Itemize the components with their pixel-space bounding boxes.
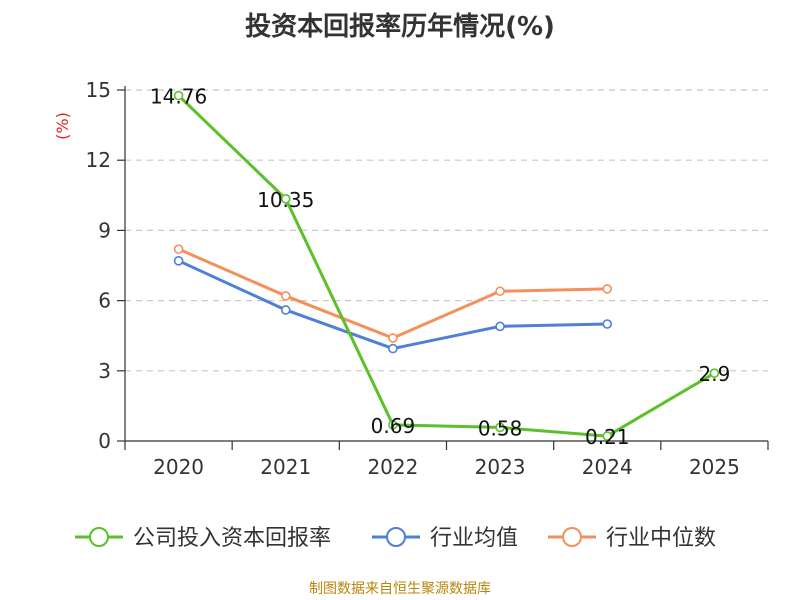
series-line — [177, 94, 716, 438]
data-labels: 14.76 10.35 0.69 0.58 0.21 2.9 — [150, 85, 730, 449]
x-tick-label: 2025 — [689, 455, 740, 479]
legend: 公司投入资本回报率 行业均值 行业中位数 — [75, 526, 716, 551]
data-label: 0.58 — [478, 416, 523, 440]
y-tick-label: 3 — [98, 359, 111, 383]
data-label: 0.21 — [585, 425, 630, 449]
legend-item[interactable]: 公司投入资本回报率 — [75, 526, 331, 551]
axes: 0 3 6 9 12 15 2020 2021 2022 2023 2024 2025 — [86, 78, 769, 479]
data-point[interactable] — [173, 256, 184, 266]
y-axis-label: (%) — [53, 112, 72, 140]
y-tick-label: 0 — [98, 429, 111, 453]
data-point[interactable] — [602, 284, 613, 294]
y-tick-label: 6 — [98, 289, 111, 313]
data-label: 2.9 — [699, 362, 731, 386]
legend-item[interactable]: 行业均值 — [372, 526, 518, 551]
data-label: 0.69 — [371, 414, 416, 438]
y-tick-label: 9 — [98, 218, 111, 242]
data-point[interactable] — [495, 422, 505, 433]
data-point[interactable] — [388, 420, 398, 430]
x-tick-label: 2020 — [153, 455, 204, 479]
data-point[interactable] — [280, 305, 291, 315]
data-point[interactable] — [280, 194, 291, 204]
legend-label: 公司投入资本回报率 — [133, 526, 331, 551]
data-point[interactable] — [709, 368, 720, 378]
y-tick-label: 12 — [86, 148, 111, 172]
legend-label: 行业均值 — [430, 526, 518, 551]
data-point[interactable] — [173, 244, 184, 254]
x-tick-label: 2024 — [582, 455, 633, 479]
source-note: 制图数据来自恒生聚源数据库 — [309, 581, 491, 597]
data-point[interactable] — [495, 286, 505, 297]
legend-item[interactable]: 行业中位数 — [548, 526, 716, 551]
legend-label: 行业中位数 — [606, 526, 716, 551]
y-tick-label: 15 — [86, 78, 111, 102]
data-point[interactable] — [602, 319, 613, 329]
data-point[interactable] — [388, 333, 398, 343]
data-point[interactable] — [280, 291, 291, 301]
chart-title: 投资本回报率历年情况(%) — [245, 12, 555, 42]
legend-marker — [562, 527, 582, 547]
x-tick-label: 2021 — [260, 455, 311, 479]
data-point[interactable] — [602, 431, 613, 441]
data-label: 14.76 — [150, 85, 207, 109]
data-point[interactable] — [495, 321, 505, 332]
grid-lines — [125, 89, 768, 372]
x-tick-label: 2023 — [475, 455, 526, 479]
series-lines — [173, 90, 720, 441]
x-tick-label: 2022 — [367, 455, 418, 479]
data-point[interactable] — [173, 90, 184, 101]
data-label: 10.35 — [257, 188, 314, 212]
legend-marker — [386, 527, 406, 547]
data-point[interactable] — [388, 343, 398, 354]
legend-marker — [89, 527, 109, 547]
